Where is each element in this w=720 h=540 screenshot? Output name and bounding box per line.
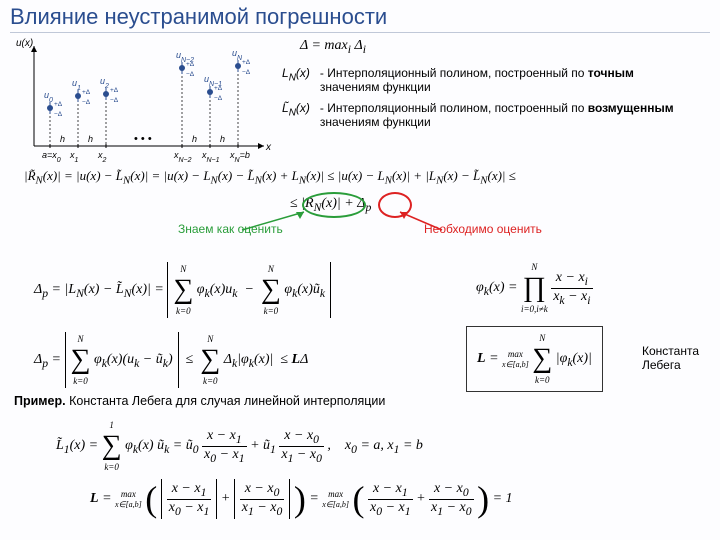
arrow-red [394, 208, 454, 238]
eq-dp-bound: Δp = N∑k=0 φk(x)(uk − ũk) ≤ N∑k=0 Δk|φk(… [34, 332, 308, 388]
svg-text:xN=b: xN=b [229, 150, 250, 164]
svg-text:+Δ: +Δ [54, 101, 63, 108]
svg-text:−Δ: −Δ [242, 69, 251, 76]
svg-text:x: x [265, 142, 272, 153]
eq-dp-def: Δp = |LN(x) − L̃N(x)| = N∑k=0 φk(x)uk − … [34, 262, 331, 318]
svg-text:h: h [88, 134, 93, 144]
svg-text:u(x): u(x) [16, 38, 33, 49]
svg-text:h: h [60, 134, 65, 144]
svg-text:+Δ: +Δ [186, 61, 195, 68]
svg-text:u2: u2 [100, 76, 109, 90]
chart-svg: u(x) x u0+Δ−Δa=x0u1+Δ−Δx1u2+Δ−Δx2uN−2+Δ−… [14, 36, 276, 164]
eq-L1: L̃1(x) = 1∑k=0 φk(x) ũk = ũ0 x − x1x0 − … [56, 420, 423, 472]
svg-text:a=x0: a=x0 [42, 150, 61, 164]
svg-text:+Δ: +Δ [110, 87, 119, 94]
svg-text:x2: x2 [97, 150, 107, 164]
symbol-LN: LN(x) [278, 64, 314, 97]
polynomial-definitions: LN(x) - Интерполяционный полином, постро… [276, 62, 686, 134]
svg-text:h: h [220, 134, 225, 144]
eq-rn-chain: |R̃N(x)| = |u(x) − L̃N(x)| = |u(x) − LN(… [24, 168, 516, 187]
example-header: Пример. Константа Лебега для случая лине… [14, 394, 385, 408]
eq-phi-def: φk(x) = N∏i=0,i≠k x − xixk − xi [476, 262, 593, 314]
arrow-green [236, 208, 316, 238]
lebesgue-label: Константа Лебега [642, 344, 720, 372]
svg-text:−Δ: −Δ [186, 71, 195, 78]
eq-L-final: L = maxx∈[a,b] ( x − x1x0 − x1 + x − x0x… [90, 478, 513, 520]
interpolation-chart: u(x) x u0+Δ−Δa=x0u1+Δ−Δx1u2+Δ−Δx2uN−2+Δ−… [14, 36, 276, 164]
svg-text:+Δ: +Δ [82, 89, 91, 96]
svg-text:h: h [192, 134, 197, 144]
svg-text:−Δ: −Δ [110, 97, 119, 104]
svg-text:−Δ: −Δ [82, 99, 91, 106]
desc-LN: - Интерполяционный полином, построенный … [316, 64, 684, 97]
svg-text:u1: u1 [72, 78, 81, 92]
symbol-LNtilde: L̃N(x) [278, 99, 314, 132]
page-title: Влияние неустранимой погрешности [10, 4, 710, 33]
eq-L-def: L = maxx∈[a,b] N∑k=0 |φk(x)| [466, 326, 603, 392]
svg-text:−Δ: −Δ [214, 95, 223, 102]
svg-text:−Δ: −Δ [54, 111, 63, 118]
svg-text:• • •: • • • [134, 133, 152, 145]
svg-text:+Δ: +Δ [242, 59, 251, 66]
svg-text:x1: x1 [69, 150, 79, 164]
desc-LNtilde: - Интерполяционный полином, построенный … [316, 99, 684, 132]
svg-text:u0: u0 [44, 90, 53, 104]
svg-text:+Δ: +Δ [214, 85, 223, 92]
svg-text:xN−1: xN−1 [201, 150, 220, 164]
delta-definition: Δ = maxi Δi [300, 38, 366, 56]
svg-text:xN−2: xN−2 [173, 150, 192, 164]
